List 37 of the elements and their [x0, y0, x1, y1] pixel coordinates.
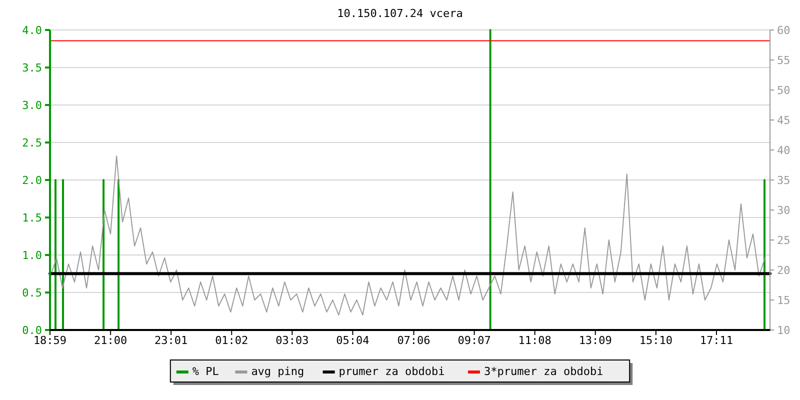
y-tick-label: 3.0 — [22, 99, 42, 112]
y2-tick-label: 15 — [777, 294, 790, 307]
x-tick-label: 03:03 — [276, 334, 309, 347]
x-tick-label: 09:07 — [458, 334, 491, 347]
x-tick-label: 18:59 — [33, 334, 67, 347]
y-tick-label: 1.5 — [22, 212, 42, 224]
y-tick-label: 1.0 — [22, 249, 42, 262]
x-tick-label: 17:11 — [700, 334, 734, 347]
y-tick-label: 3.5 — [22, 62, 42, 74]
x-tick-label: 07:06 — [397, 334, 430, 347]
legend-label: avg ping — [251, 365, 304, 378]
y-tick-label: 2.5 — [22, 136, 42, 150]
y2-tick-label: 35 — [777, 174, 790, 187]
y2-tick-label: 60 — [777, 24, 790, 37]
y-tick-label: 2.0 — [22, 174, 42, 187]
chart-title: 10.150.107.24 vcera — [337, 7, 463, 20]
x-tick-label: 01:02 — [215, 334, 248, 347]
x-tick-label: 11:08 — [518, 334, 552, 347]
y2-tick-label: 20 — [777, 264, 790, 277]
x-tick-label: 15:10 — [639, 334, 672, 347]
y-tick-label: 4.0 — [22, 24, 42, 37]
x-tick-label: 05:04 — [336, 334, 370, 347]
legend-label: prumer za obdobi — [338, 365, 445, 378]
legend-label: % PL — [192, 365, 220, 378]
y-tick-label: 0.5 — [22, 286, 42, 300]
y2-tick-label: 55 — [777, 54, 790, 67]
x-tick-label: 13:09 — [578, 334, 612, 347]
y2-tick-label: 30 — [777, 204, 790, 217]
y-tick-label: 0.0 — [22, 324, 42, 337]
x-tick-label: 23:01 — [154, 334, 188, 347]
y2-tick-label: 50 — [777, 84, 790, 97]
y2-tick-label: 45 — [777, 114, 790, 127]
y2-tick-label: 25 — [777, 234, 790, 247]
x-tick-label: 21:00 — [94, 334, 128, 347]
legend-label: 3*prumer za obdobi — [484, 365, 604, 378]
y2-tick-label: 40 — [777, 144, 790, 157]
y2-tick-label: 10 — [777, 324, 790, 337]
